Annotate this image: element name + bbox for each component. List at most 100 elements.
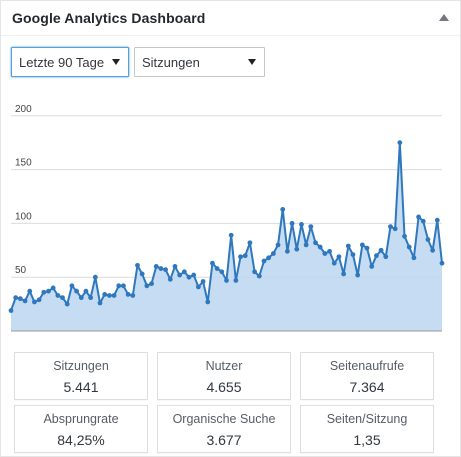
data-point[interactable]	[270, 251, 276, 256]
collapse-toggle-icon[interactable]	[439, 14, 449, 21]
data-point[interactable]	[350, 252, 356, 257]
data-point[interactable]	[383, 254, 389, 260]
data-point[interactable]	[32, 299, 37, 305]
data-point[interactable]	[135, 262, 140, 268]
data-point[interactable]	[219, 269, 225, 275]
data-point[interactable]	[256, 273, 262, 279]
data-point[interactable]	[97, 300, 103, 306]
data-point[interactable]	[411, 255, 417, 261]
data-point[interactable]	[238, 254, 243, 260]
data-point[interactable]	[434, 217, 440, 223]
stat-card-bounce-rate[interactable]: Absprungrate 84,25%	[14, 405, 148, 453]
data-point[interactable]	[27, 288, 33, 294]
data-point[interactable]	[121, 283, 126, 289]
data-point[interactable]	[60, 295, 65, 301]
data-point[interactable]	[228, 232, 234, 238]
data-point[interactable]	[266, 255, 272, 261]
data-point[interactable]	[167, 276, 173, 282]
data-point[interactable]	[402, 233, 407, 239]
data-point[interactable]	[392, 226, 398, 232]
data-point[interactable]	[111, 293, 117, 298]
data-point[interactable]	[172, 264, 178, 269]
data-point[interactable]	[289, 220, 295, 226]
stat-card-pages-per-session[interactable]: Seiten/Sitzung 1,35	[300, 405, 434, 453]
data-point[interactable]	[191, 272, 197, 278]
data-point[interactable]	[36, 297, 42, 303]
data-point[interactable]	[406, 244, 412, 250]
data-point[interactable]	[130, 293, 136, 298]
data-point[interactable]	[378, 247, 384, 253]
data-point[interactable]	[149, 281, 154, 287]
data-point[interactable]	[364, 245, 370, 251]
data-point[interactable]	[41, 289, 47, 295]
data-point[interactable]	[46, 288, 51, 294]
stat-card-sessions[interactable]: Sitzungen 5.441	[14, 352, 148, 400]
data-point[interactable]	[200, 279, 206, 284]
data-point[interactable]	[83, 288, 89, 294]
data-point[interactable]	[317, 244, 323, 250]
data-point[interactable]	[322, 251, 328, 256]
metric-select[interactable]: Sitzungen	[134, 47, 265, 77]
data-point[interactable]	[88, 295, 94, 301]
data-point[interactable]	[116, 283, 122, 289]
data-point[interactable]	[205, 299, 211, 305]
data-point[interactable]	[331, 260, 337, 266]
data-point[interactable]	[313, 240, 318, 246]
data-point[interactable]	[144, 283, 150, 289]
data-point[interactable]	[181, 269, 187, 275]
stat-card-organic-search[interactable]: Organische Suche 3.677	[157, 405, 291, 453]
data-point[interactable]	[369, 264, 375, 269]
data-point[interactable]	[8, 308, 14, 313]
data-point[interactable]	[125, 292, 131, 297]
data-point[interactable]	[285, 248, 290, 254]
data-point[interactable]	[308, 224, 314, 230]
data-point[interactable]	[420, 218, 426, 224]
data-point[interactable]	[17, 296, 23, 302]
stat-card-users[interactable]: Nutzer 4.655	[157, 352, 291, 400]
data-point[interactable]	[22, 298, 28, 304]
data-point[interactable]	[153, 264, 159, 269]
data-point[interactable]	[327, 248, 332, 254]
data-point[interactable]	[92, 274, 98, 280]
data-point[interactable]	[210, 260, 215, 266]
data-point[interactable]	[13, 295, 19, 301]
data-point[interactable]	[430, 247, 436, 253]
data-point[interactable]	[280, 206, 286, 212]
data-point[interactable]	[261, 258, 267, 264]
data-point[interactable]	[55, 293, 61, 298]
data-point[interactable]	[252, 269, 258, 275]
data-point[interactable]	[186, 274, 192, 280]
data-point[interactable]	[69, 283, 75, 289]
data-point[interactable]	[139, 271, 145, 277]
data-point[interactable]	[275, 242, 281, 248]
data-point[interactable]	[224, 278, 229, 283]
data-point[interactable]	[177, 272, 183, 278]
data-point[interactable]	[416, 214, 421, 220]
data-point[interactable]	[247, 240, 253, 246]
data-point[interactable]	[78, 295, 84, 301]
data-point[interactable]	[303, 242, 309, 248]
data-point[interactable]	[50, 285, 56, 291]
data-point[interactable]	[425, 237, 431, 242]
data-point[interactable]	[299, 222, 304, 227]
data-point[interactable]	[336, 254, 342, 260]
date-range-select[interactable]: Letzte 90 Tage	[11, 47, 129, 77]
data-point[interactable]	[158, 266, 164, 271]
data-point[interactable]	[163, 267, 169, 273]
data-point[interactable]	[355, 272, 361, 278]
data-point[interactable]	[106, 293, 112, 298]
stat-card-pageviews[interactable]: Seitenaufrufe 7.364	[300, 352, 434, 400]
data-point[interactable]	[64, 301, 70, 307]
data-point[interactable]	[74, 288, 79, 294]
data-point[interactable]	[242, 253, 248, 259]
data-point[interactable]	[374, 253, 379, 259]
data-point[interactable]	[195, 284, 201, 290]
data-point[interactable]	[439, 260, 445, 266]
data-point[interactable]	[294, 246, 300, 252]
data-point[interactable]	[102, 292, 108, 297]
data-point[interactable]	[397, 140, 403, 146]
data-point[interactable]	[341, 271, 347, 277]
data-point[interactable]	[233, 278, 239, 283]
data-point[interactable]	[214, 266, 220, 271]
data-point[interactable]	[359, 242, 365, 248]
